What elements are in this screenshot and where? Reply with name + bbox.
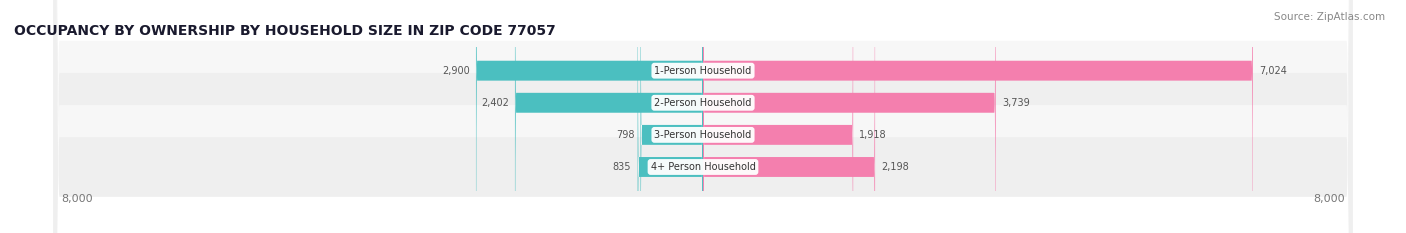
Text: OCCUPANCY BY OWNERSHIP BY HOUSEHOLD SIZE IN ZIP CODE 77057: OCCUPANCY BY OWNERSHIP BY HOUSEHOLD SIZE… [14,24,555,38]
FancyBboxPatch shape [515,0,703,233]
Text: 2,198: 2,198 [882,162,910,172]
FancyBboxPatch shape [703,0,875,233]
Text: 835: 835 [613,162,631,172]
Text: 1,918: 1,918 [859,130,887,140]
FancyBboxPatch shape [53,0,1353,233]
Text: 3-Person Household: 3-Person Household [654,130,752,140]
Text: 4+ Person Household: 4+ Person Household [651,162,755,172]
Text: 2,402: 2,402 [481,98,509,108]
FancyBboxPatch shape [53,0,1353,233]
FancyBboxPatch shape [53,0,1353,233]
FancyBboxPatch shape [477,0,703,233]
Text: 2-Person Household: 2-Person Household [654,98,752,108]
Text: 798: 798 [616,130,634,140]
FancyBboxPatch shape [53,0,1353,233]
Text: Source: ZipAtlas.com: Source: ZipAtlas.com [1274,12,1385,22]
Text: 1-Person Household: 1-Person Household [654,66,752,76]
FancyBboxPatch shape [703,0,853,233]
FancyBboxPatch shape [703,0,1253,233]
Text: 2,900: 2,900 [441,66,470,76]
Text: 7,024: 7,024 [1260,66,1286,76]
FancyBboxPatch shape [703,0,995,233]
FancyBboxPatch shape [638,0,703,233]
FancyBboxPatch shape [641,0,703,233]
Text: 3,739: 3,739 [1002,98,1029,108]
